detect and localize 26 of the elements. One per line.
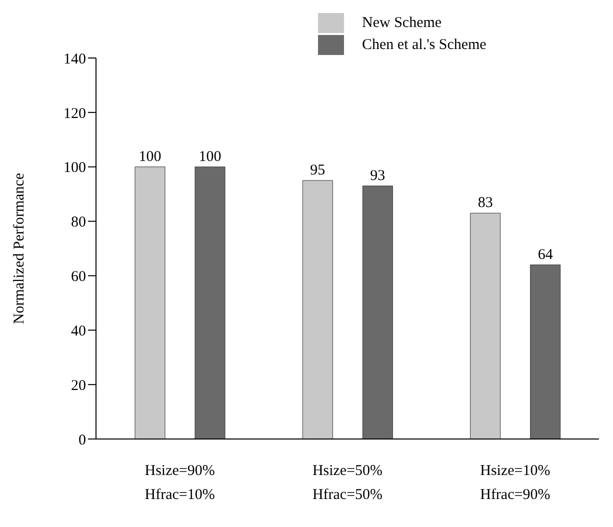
y-tick-label: 140 (64, 51, 86, 68)
bar (302, 180, 333, 439)
x-tick-label: Hsize=50% Hfrac=50% (312, 463, 383, 503)
y-tick-label: 0 (78, 432, 86, 448)
y-tick-label: 80 (71, 214, 86, 231)
bar (194, 166, 226, 439)
y-tick-label: 120 (64, 106, 86, 122)
legend-label: Chen et al.'s Scheme (362, 36, 486, 54)
data-label: 100 (138, 148, 162, 165)
bar (362, 186, 393, 439)
bar (134, 166, 166, 439)
legend-label: New Scheme (362, 14, 442, 32)
y-tick-label: 20 (71, 378, 86, 394)
y-tick-label: 100 (64, 160, 86, 176)
data-label: 93 (370, 168, 386, 184)
bar (530, 264, 561, 439)
bar (470, 212, 501, 439)
data-label: 100 (198, 148, 222, 165)
data-label: 64 (538, 246, 554, 263)
data-label: 83 (478, 195, 493, 212)
y-tick-label: 40 (71, 323, 86, 340)
x-tick-label: Hsize=90% Hfrac=10% (144, 463, 215, 503)
x-tick-label: Hsize=10% Hfrac=90% (480, 463, 550, 503)
data-label: 95 (310, 162, 326, 178)
y-tick-label: 60 (71, 269, 86, 286)
y-axis-title: Normalized Performance (11, 172, 28, 324)
